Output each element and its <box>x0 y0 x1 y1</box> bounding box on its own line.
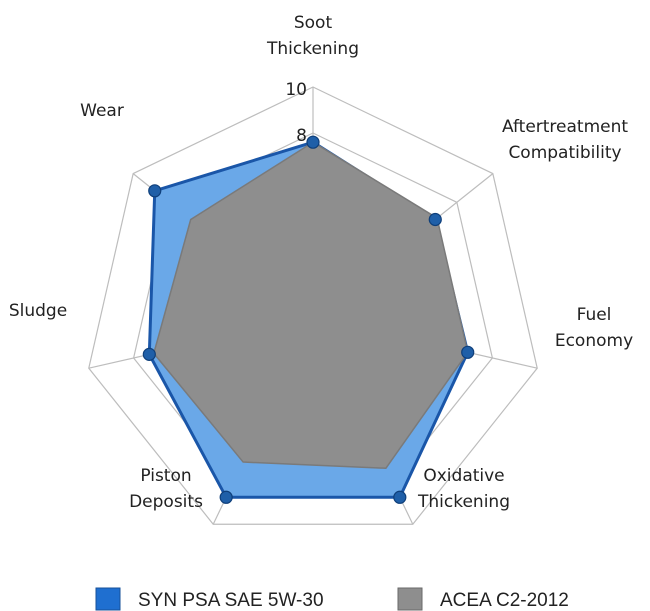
tick-labels: 10 8 <box>285 80 307 146</box>
series-0-point-0 <box>306 135 320 149</box>
axis-label-2-line-1: Economy <box>555 331 633 351</box>
legend-swatch-syn <box>95 587 121 611</box>
axis-label-3-line-0: Oxidative <box>423 466 504 486</box>
series-0-point-6 <box>148 184 162 198</box>
axis-label-2-line-0: Fuel <box>577 305 612 325</box>
axis-label-1-line-1: Compatibility <box>508 143 621 163</box>
tick-label-10: 10 <box>285 80 307 100</box>
series-markers <box>142 135 475 504</box>
axis-label-1: Aftertreatment Compatibility <box>502 117 628 163</box>
axis-label-0-line-1: Thickening <box>266 39 359 59</box>
series-0-point-5 <box>142 347 156 361</box>
axis-label-4-line-0: Piston <box>140 466 191 486</box>
axis-label-1-line-0: Aftertreatment <box>502 117 628 137</box>
series-layer <box>147 140 470 499</box>
axis-label-3: Oxidative Thickening <box>417 466 510 512</box>
axis-label-0: Soot Thickening <box>266 13 359 59</box>
series-0-point-1 <box>428 212 442 227</box>
axis-labels: Soot Thickening Aftertreatment Compatibilit… <box>9 13 633 512</box>
axis-label-0-line-0: Soot <box>294 13 333 33</box>
axis-label-5: Sludge <box>9 301 67 321</box>
series-0-point-3 <box>393 490 407 504</box>
axis-label-6: Wear <box>80 101 124 121</box>
legend-label-syn: SYN PSA SAE 5W-30 <box>138 590 324 611</box>
series-area-1 <box>153 141 469 470</box>
axis-label-2: Fuel Economy <box>555 305 633 351</box>
legend-swatch-acea <box>397 587 423 611</box>
legend-label-acea: ACEA C2-2012 <box>440 590 569 611</box>
grid-ring-10 <box>88 86 538 525</box>
axis-label-6-line-0: Wear <box>80 101 124 121</box>
axis-label-3-line-1: Thickening <box>417 492 510 512</box>
axis-label-5-line-0: Sludge <box>9 301 67 321</box>
series-0-point-2 <box>461 345 475 359</box>
legend: SYN PSA SAE 5W-30 ACEA C2-2012 <box>95 587 569 611</box>
axis-label-4: Piston Deposits <box>129 466 203 512</box>
tick-label-8: 8 <box>296 126 307 146</box>
series-0-point-4 <box>219 490 233 504</box>
axis-label-4-line-1: Deposits <box>129 492 203 512</box>
